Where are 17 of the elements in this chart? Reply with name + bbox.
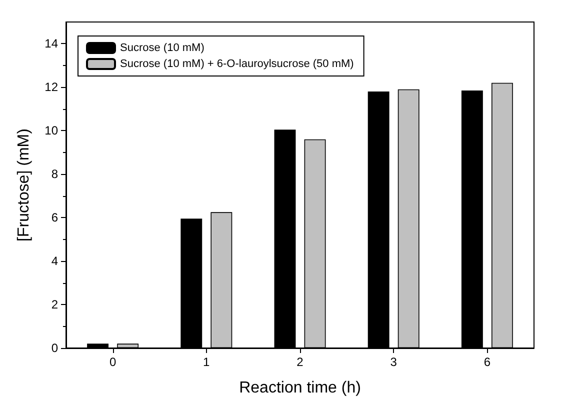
legend-label: Sucrose (10 mM) + 6-O-lauroylsucrose (50 mM): [120, 58, 354, 70]
y-tick-label: 8: [51, 167, 58, 182]
y-tick-label: 14: [44, 36, 58, 51]
y-tick-label: 2: [51, 298, 58, 312]
x-tick-label: 3: [390, 355, 398, 369]
y-tick-label: 12: [44, 80, 58, 94]
legend-label: Sucrose (10 mM): [120, 42, 204, 54]
x-tick-label: 2: [296, 355, 304, 369]
y-tick-label: 10: [44, 124, 58, 138]
y-tick-label: 0: [51, 341, 58, 355]
y-tick-label: 6: [51, 210, 58, 225]
y-axis-title: [Fructose] (mM): [16, 128, 32, 242]
x-tick-label: 1: [203, 355, 210, 369]
x-axis-title: Reaction time (h): [239, 380, 361, 396]
x-tick-label: 0: [109, 355, 116, 369]
y-tick-label: 4: [51, 254, 58, 268]
x-tick-label: 6: [484, 355, 491, 369]
